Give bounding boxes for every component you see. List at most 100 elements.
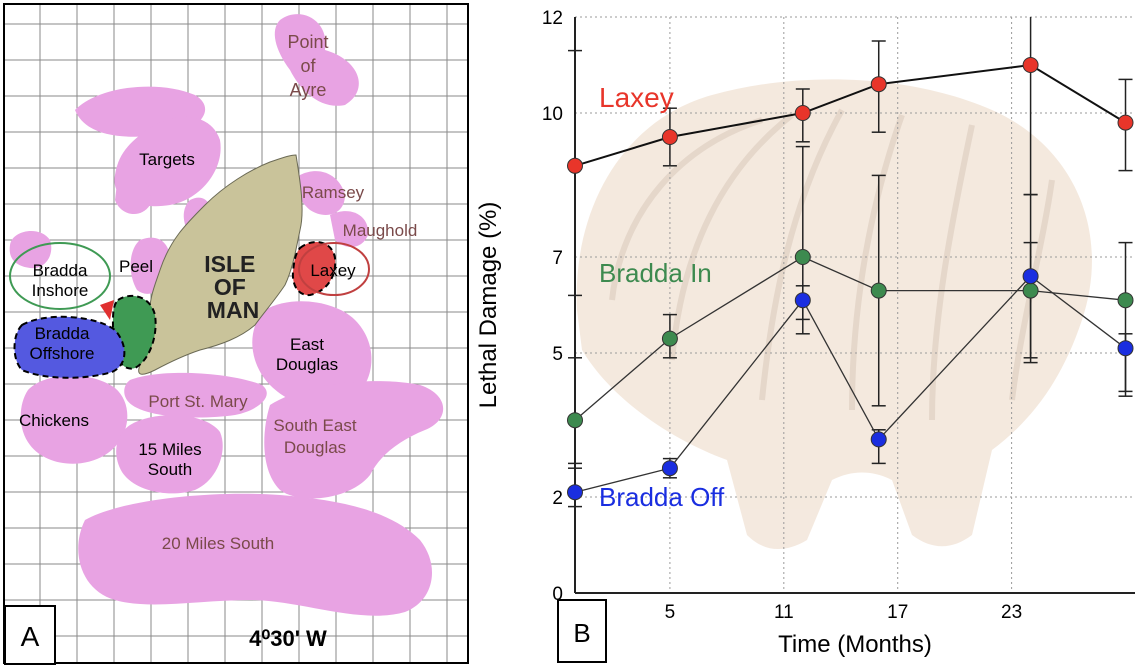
map-label-line: Offshore [30,344,95,363]
map-label-line: Point [287,32,328,52]
ground-maughold [330,211,369,247]
y-axis-label: Lethal Damage (%) [475,202,502,409]
map-label-line: Douglas [284,438,346,457]
island-label: ISLE OF MAN [204,251,262,323]
series-label-bradda-in: Bradda In [599,258,712,288]
ground-east-douglas [252,301,372,408]
map-label-line: Targets [139,150,195,169]
panel-label-box [557,599,607,663]
data-point-laxey [567,157,583,174]
map-label-peel: Peel [119,257,153,276]
ground-chickens [20,375,128,464]
ground-20-miles [78,493,432,616]
y-tick-label: 10 [542,104,563,125]
longitude-label: 4⁰30' W [249,626,327,651]
map-label-line: Chickens [19,411,89,430]
chart-panel: 0 2 5 7 10 12 5 11 17 23 Laxey Bradda In Bradda O… [472,0,1135,667]
ground-ramsey [296,171,345,215]
map-label-line: South [148,460,192,479]
data-points [567,57,1134,501]
scallop-shell-image [576,79,1092,550]
map-label-bradda-offshore: Bradda Offshore [30,324,95,363]
data-point-laxey [1022,57,1039,73]
map-panel: Point of Ayre Targets Ramsey Maughold Peel Brad… [0,0,472,667]
y-tick-label: 2 [552,488,563,509]
map-label-line: 20 Miles South [162,534,274,553]
data-point-bradda-off [1022,268,1039,285]
ground-south-east-douglas [264,381,444,499]
map-label-bradda-inshore: Bradda Inshore [32,261,89,300]
lethal-damage-chart: 0 2 5 7 10 12 5 11 17 23 Laxey Bradda In Bradda O… [475,8,1135,663]
x-tick-label: 17 [887,602,908,623]
data-point-bradda-off [870,431,887,448]
map-labels: Point of Ayre Targets Ramsey Maughold Peel Brad… [19,32,417,553]
data-point-laxey [661,129,678,145]
x-axis-label: Time (Months) [778,631,932,658]
map-frame [3,3,469,664]
map-label-line: South East [273,416,356,435]
map-label-targets: Targets [139,150,195,169]
map-label-port-st-mary: Port St. Mary [148,392,248,411]
series-line-laxey [574,63,1127,167]
panel-label-box [4,605,56,665]
ground-port-st-mary [124,372,267,418]
series-line-bradda-off [574,275,1126,493]
y-tick-label: 12 [542,8,563,29]
ground-15-miles [116,415,223,494]
map-label-line: East [290,335,324,354]
ground-point-of-ayre [274,14,359,106]
island-label-line: MAN [207,297,259,323]
map-label-point-of-ayre: Point of Ayre [287,32,328,100]
map-label-south-east-douglas: South East Douglas [273,416,356,457]
y-tick-label: 7 [552,248,563,269]
map-label-line: Ayre [290,80,327,100]
map-label-20-miles-south: 20 Miles South [162,534,274,553]
map-label-line: Inshore [32,281,89,300]
map-label-chickens: Chickens [19,411,89,430]
series-lines [574,63,1127,493]
map-label-line: Laxey [310,261,356,280]
map-label-line: 15 Miles [138,440,201,459]
map-label-line: Bradda [35,324,90,343]
data-point-bradda-in [1022,282,1039,299]
series-line-bradda-in [574,256,1126,421]
data-point-bradda-in [567,412,583,429]
panel-label: A [21,621,40,652]
data-point-laxey [794,105,811,121]
map-label-15-miles-south: 15 Miles South [138,440,201,479]
series-label-bradda-off: Bradda Off [599,482,725,512]
isle-of-man-map: Point of Ayre Targets Ramsey Maughold Peel Brad… [3,3,469,665]
data-point-bradda-in [661,330,678,347]
x-tick-label: 11 [774,602,794,623]
y-tick-label: 5 [552,344,563,365]
data-point-bradda-in [870,282,887,299]
island-label-line: OF [214,274,246,300]
panel-label: B [573,618,590,648]
map-label-line: Peel [119,257,153,276]
y-tick-label: 0 [552,584,563,605]
map-label-line: of [300,56,316,76]
data-point-laxey [1117,114,1134,131]
map-label-line: Ramsey [302,183,365,202]
data-point-bradda-in [1117,292,1134,309]
island-label-line: ISLE [204,251,255,277]
data-point-bradda-off [567,484,583,501]
data-point-bradda-off [1117,340,1134,357]
isle-of-man-island [138,154,303,375]
map-label-line: Douglas [276,355,338,374]
map-label-maughold: Maughold [343,221,418,240]
data-point-bradda-off [661,460,678,477]
bradda-inshore-outline [9,242,111,310]
series-label-laxey: Laxey [599,82,674,113]
map-label-ramsey: Ramsey [302,183,365,202]
data-point-bradda-off [794,292,811,309]
x-tick-label: 5 [665,602,676,623]
bradda-inshore-arrow [100,300,114,320]
ground-west-mid [115,174,151,215]
map-label-line: Port St. Mary [148,392,248,411]
x-tick-label: 23 [1001,602,1022,623]
bradda-offshore-area [13,315,126,379]
data-point-bradda-in [794,249,811,265]
data-point-laxey [870,76,887,93]
map-label-line: Maughold [343,221,418,240]
